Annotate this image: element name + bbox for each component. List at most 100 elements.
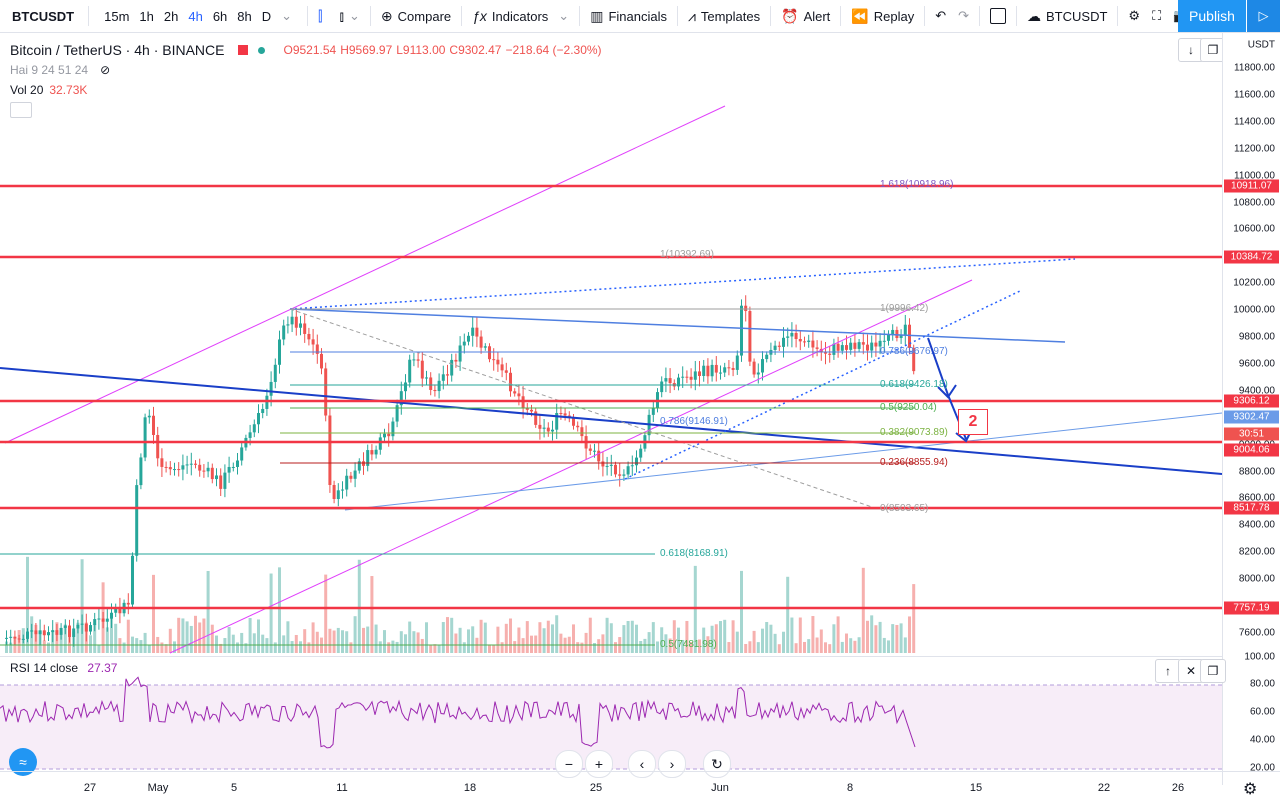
redo-button[interactable]: ↷: [952, 0, 975, 32]
maximize-pane-button[interactable]: ❐: [1200, 38, 1226, 62]
candle-body: [870, 342, 874, 351]
price-axis[interactable]: USDT 11800.00 11600.00 11400.00 11200.00 110…: [1222, 33, 1280, 785]
trend-line-magenta-upper[interactable]: [4, 105, 726, 444]
bar-style-button[interactable]: ⫾ ⌄: [334, 0, 366, 32]
indicators-button[interactable]: ƒx Indicators ⌄: [466, 0, 575, 32]
timeframe-d[interactable]: D: [261, 8, 272, 24]
candle-body: [677, 377, 680, 387]
volume-bar: [861, 567, 865, 653]
volume-bar: [257, 619, 260, 653]
volume-bar: [698, 639, 701, 653]
candle-body: [206, 467, 210, 472]
replay-label: Replay: [873, 8, 915, 24]
candle-body: [593, 450, 596, 452]
volume-label[interactable]: Vol 20: [10, 83, 44, 97]
volume-bar: [143, 632, 147, 653]
fullscreen-layout-button[interactable]: [984, 0, 1012, 32]
templates-button[interactable]: ⩘ Templates: [682, 0, 766, 32]
candle-body: [311, 339, 315, 345]
timeframe-6h[interactable]: 6h: [212, 8, 228, 24]
candle-body: [202, 470, 206, 472]
volume-bar: [181, 618, 185, 653]
main-chart[interactable]: 1.618(10918.96) 1(10392.69) 1(9996.42) 0…: [0, 33, 1222, 655]
financials-button[interactable]: ▥ Financials: [584, 0, 673, 32]
zoom-in-button[interactable]: +: [585, 750, 613, 778]
replay-button[interactable]: ⏪ Replay: [845, 0, 920, 32]
volume-bar: [248, 617, 252, 653]
time-label: 22: [1097, 782, 1111, 794]
undo-button[interactable]: ↶: [929, 0, 952, 32]
volume-bar: [290, 641, 294, 653]
pair-title[interactable]: Bitcoin / TetherUS · 4h · BINANCE: [10, 42, 225, 58]
trend-line-dotted-upper[interactable]: [289, 258, 1076, 310]
gear-icon[interactable]: ⚙: [1243, 781, 1258, 798]
eye-hidden-icon[interactable]: ⊘: [100, 63, 111, 77]
rsi-tick: 60.00: [1249, 706, 1275, 718]
price-tick: 10800.00: [1233, 197, 1275, 208]
candles-icon: ⫿: [318, 7, 323, 24]
price-chart-canvas: [0, 105, 1222, 654]
timeframe-2h[interactable]: 2h: [163, 8, 179, 24]
fib-label-618a: 0.618(9426.18): [880, 379, 948, 390]
time-axis[interactable]: 27 May 5 11 18 25 Jun 8 15 22 26 ⚙: [0, 771, 1280, 804]
close-pane-button[interactable]: ✕: [1178, 659, 1204, 683]
chevron-down-icon[interactable]: ⌄: [281, 8, 293, 23]
volume-bar: [878, 621, 882, 653]
volume-bar: [399, 631, 403, 653]
candle-body: [517, 393, 521, 397]
volume-bar: [437, 644, 441, 653]
candle-body: [723, 367, 727, 373]
volume-bar: [765, 621, 769, 653]
candle-body: [135, 485, 139, 556]
candle-body: [895, 329, 899, 339]
volume-bar: [895, 624, 899, 653]
timeframe-8h[interactable]: 8h: [237, 8, 252, 24]
restore-icon: ❐: [1207, 43, 1219, 57]
settings-button[interactable]: ⚙: [1122, 0, 1146, 32]
scroll-right-button[interactable]: ›: [658, 750, 686, 778]
publish-menu-button[interactable]: ▷: [1247, 0, 1280, 32]
candle-body: [114, 607, 118, 613]
candle-body: [475, 327, 479, 337]
alert-button[interactable]: ⏰ Alert: [775, 0, 836, 32]
rsi-legend[interactable]: RSI 14 close 27.37: [10, 661, 117, 675]
trend-line-blue-top[interactable]: [289, 308, 1066, 343]
candle-body: [231, 466, 235, 468]
timeframe-4h[interactable]: 4h: [188, 8, 203, 24]
maximize-rsi-button[interactable]: ❐: [1200, 659, 1226, 683]
price-label-9302: 9302.47: [1224, 410, 1279, 424]
candle-body: [811, 340, 815, 348]
timeframe-1h[interactable]: 1h: [139, 8, 154, 24]
annotation-label[interactable]: 2: [958, 409, 988, 435]
volume-bar: [593, 643, 596, 653]
restore-icon: ❐: [1207, 664, 1219, 678]
trend-line-magenta-lower[interactable]: [169, 279, 973, 654]
trend-line-blue-thin[interactable]: [344, 412, 1222, 511]
candle-body: [156, 434, 160, 459]
zoom-out-button[interactable]: −: [555, 750, 583, 778]
reset-chart-button[interactable]: ↻: [703, 750, 731, 778]
volume-bar: [777, 644, 781, 653]
volume-bar: [752, 630, 756, 653]
time-label: 8: [846, 782, 854, 794]
scroll-down-button[interactable]: ↓: [1178, 38, 1204, 62]
rsi-pane[interactable]: RSI 14 close 27.37 ↑ ✕ ❐: [0, 656, 1226, 772]
scroll-left-button[interactable]: ‹: [628, 750, 656, 778]
volume-bar: [521, 638, 525, 653]
fullscreen-button[interactable]: ⛶: [1146, 0, 1167, 32]
trend-line-blue-long[interactable]: [0, 367, 1222, 475]
symbol-search[interactable]: BTCUSDT: [12, 8, 75, 24]
candle-body: [903, 324, 907, 336]
volume-bar: [807, 639, 811, 653]
chart-type-button[interactable]: ⫿: [312, 0, 333, 32]
cloud-save-button[interactable]: ☁ BTCUSDT: [1021, 0, 1113, 32]
publish-button[interactable]: Publish: [1178, 0, 1246, 32]
candlesticks: [5, 295, 916, 647]
indicator-hai[interactable]: Hai 9 24 51 24: [10, 63, 89, 77]
volume-bar: [693, 565, 697, 653]
price-tick: 11200.00: [1234, 143, 1275, 155]
candle-body: [13, 636, 17, 639]
collapse-legend-icon[interactable]: [10, 102, 32, 118]
timeframe-15m[interactable]: 15m: [104, 8, 130, 24]
compare-button[interactable]: ⊕ Compare: [375, 0, 457, 32]
